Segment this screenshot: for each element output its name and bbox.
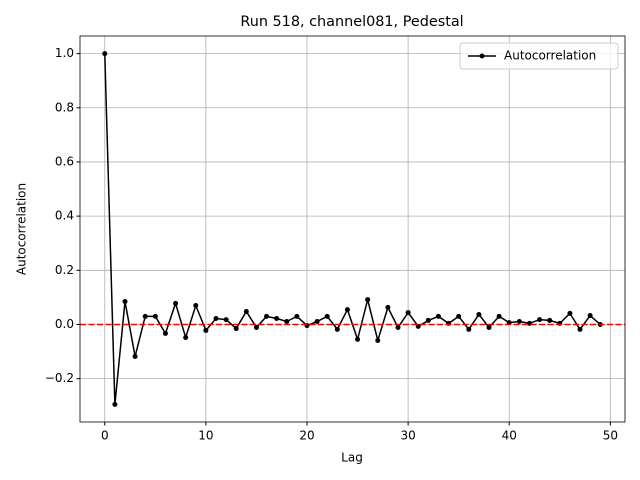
data-point — [233, 326, 239, 332]
data-point — [496, 313, 502, 319]
y-tick-label: 1.0 — [55, 46, 74, 60]
x-tick-label: 20 — [299, 429, 314, 443]
data-point — [385, 304, 391, 310]
data-point — [476, 311, 482, 317]
data-point — [344, 307, 350, 313]
data-point — [425, 317, 431, 323]
data-point — [516, 319, 522, 325]
legend-box — [459, 42, 619, 70]
data-point — [395, 324, 401, 330]
data-point — [274, 316, 280, 322]
y-tick-label: 0.6 — [55, 154, 74, 168]
data-point — [122, 298, 128, 304]
data-point — [183, 334, 189, 340]
data-point — [435, 313, 441, 319]
x-tick-label: 0 — [101, 429, 109, 443]
data-point — [203, 327, 209, 333]
data-point — [102, 51, 108, 57]
y-tick-label: 0.4 — [55, 209, 74, 223]
legend: Autocorrelation — [459, 42, 619, 70]
data-point — [294, 313, 300, 319]
data-point — [405, 310, 411, 316]
x-tick-label: 10 — [198, 429, 213, 443]
data-point — [152, 313, 158, 319]
data-point — [132, 353, 138, 359]
data-point — [355, 336, 361, 342]
data-point — [213, 316, 219, 322]
chart-title: Run 518, channel081, Pedestal — [240, 14, 463, 30]
y-axis-label: Autocorrelation — [15, 183, 29, 275]
data-point — [486, 324, 492, 330]
data-point — [577, 326, 583, 332]
data-point — [142, 313, 148, 319]
x-tick-label: 30 — [400, 429, 415, 443]
legend-label: Autocorrelation — [504, 49, 596, 63]
data-point — [547, 317, 553, 323]
data-point — [173, 300, 179, 306]
data-point — [112, 401, 118, 407]
data-point — [223, 317, 229, 323]
data-point — [243, 308, 249, 314]
x-tick-label: 50 — [603, 429, 618, 443]
data-point — [253, 324, 259, 330]
data-point — [314, 319, 320, 325]
data-point — [264, 313, 270, 319]
legend-marker — [479, 53, 485, 59]
plot-frame — [79, 35, 626, 423]
data-point — [567, 310, 573, 316]
data-point — [324, 313, 330, 319]
y-tick-label: −0.2 — [45, 371, 74, 385]
data-point — [162, 330, 168, 336]
data-point — [365, 297, 371, 303]
data-point — [193, 303, 199, 309]
data-point — [587, 313, 593, 319]
data-point — [537, 317, 543, 323]
data-point — [334, 326, 340, 332]
data-point — [456, 313, 462, 319]
y-tick-label: 0.0 — [55, 317, 74, 331]
x-tick-label: 40 — [502, 429, 517, 443]
y-tick-label: 0.2 — [55, 263, 74, 277]
data-point — [284, 319, 290, 325]
data-point — [375, 337, 381, 343]
y-tick-label: 0.8 — [55, 100, 74, 114]
x-axis-label: Lag — [341, 451, 363, 465]
data-point — [466, 326, 472, 332]
